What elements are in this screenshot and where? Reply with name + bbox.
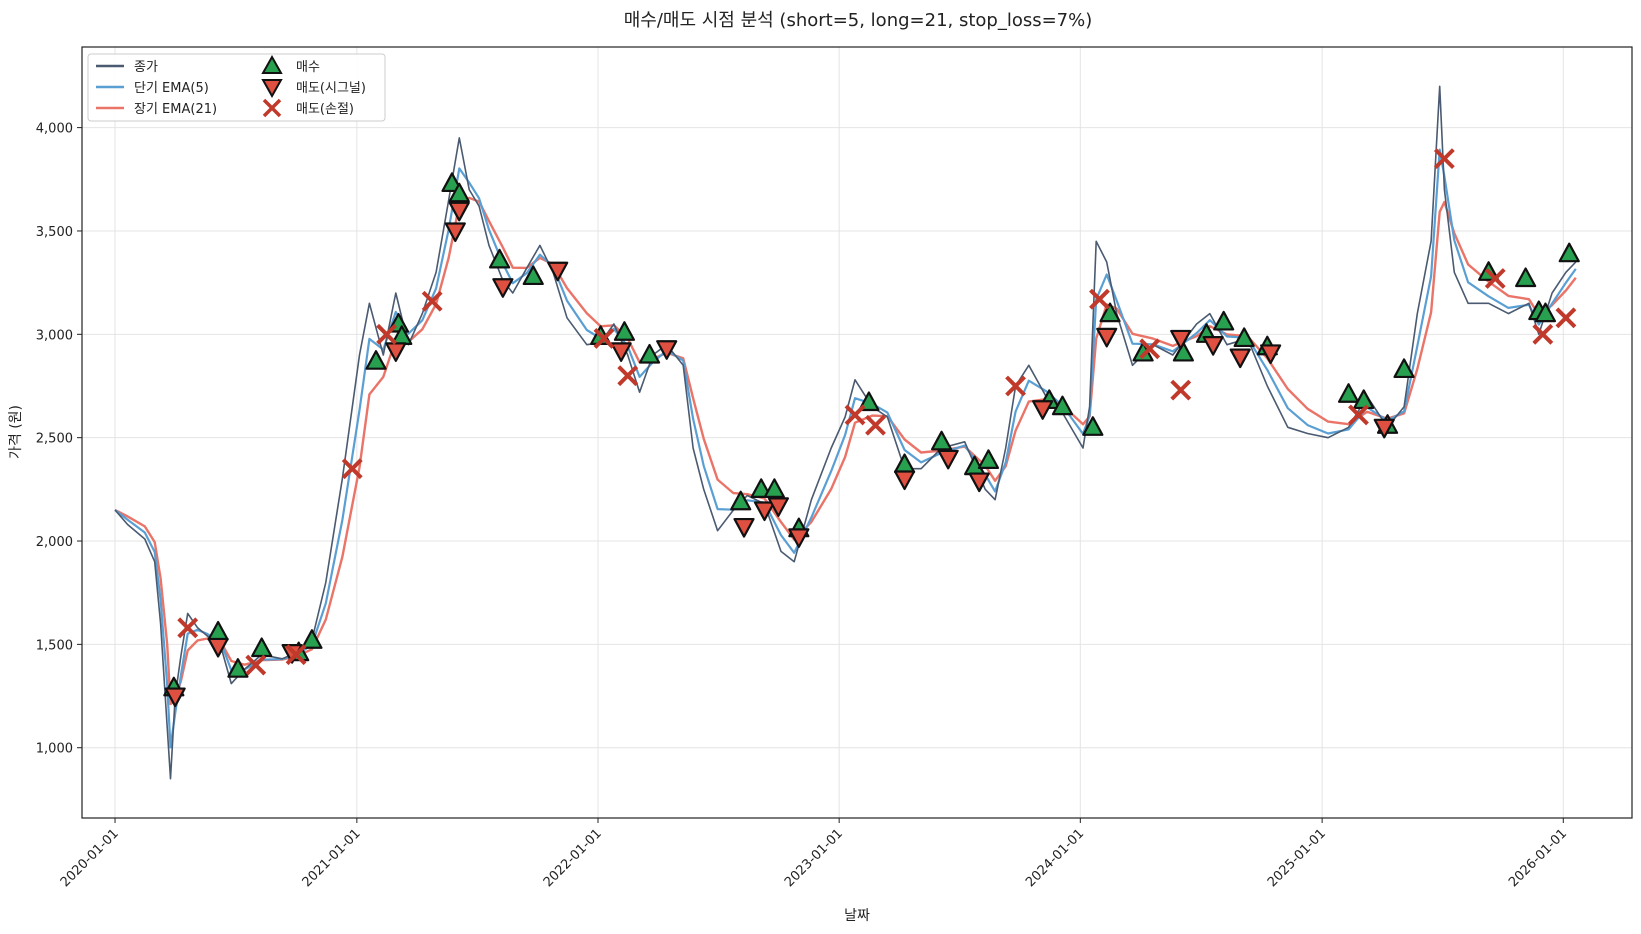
buy-marker [1051,395,1074,416]
y-tick-label: 4,000 [36,122,73,137]
sell-signal-marker [1032,400,1054,420]
legend-label: 매도(손절) [296,102,354,117]
sell-signal-marker [385,342,407,362]
sell-stoploss-marker [285,644,307,666]
sell-signal-marker [164,687,186,708]
sell-signal-marker [547,261,569,282]
legend-label: 매수 [296,60,320,75]
sell-stoploss-marker [865,414,886,436]
buy-marker [1558,242,1580,263]
buy-marker [1337,383,1360,403]
buy-marker [977,449,1000,470]
sell-signal-marker [788,528,810,548]
sell-signal-marker [1096,327,1118,348]
sell-stoploss-marker [1532,323,1554,345]
buy-marker [1393,358,1415,379]
sell-signal-marker [733,517,755,538]
sell-signal-marker [1260,344,1282,365]
sell-stoploss-marker [1089,288,1110,310]
sell-stoploss-marker [844,404,866,426]
sell-stoploss-marker [617,365,639,387]
sell-signal-marker [1202,336,1224,356]
buy-marker [858,391,880,412]
buy-marker [763,478,786,498]
y-tick-label: 2,500 [36,432,73,447]
y-tick-label: 1,000 [36,742,73,757]
sell-signal-marker [968,472,990,493]
sell-stoploss-marker [376,323,397,345]
sell-stoploss-marker [421,290,443,312]
legend-swatch [261,54,283,74]
buy-marker [1233,327,1255,348]
y-tick-label: 1,500 [36,638,73,653]
sell-signal-marker [444,222,466,243]
legend-swatch [262,98,282,118]
buy-marker [522,265,544,286]
buy-marker [930,430,953,451]
buy-marker [1515,267,1537,288]
legend-box [87,53,386,122]
marker-layer [163,148,1580,708]
sell-signal-marker [753,501,776,522]
buy-marker [1082,416,1104,436]
sell-stoploss-marker [1005,375,1026,397]
sell-signal-marker [656,340,678,360]
legend-label: 종가 [134,60,158,75]
sell-stoploss-marker [1348,404,1369,426]
legend-label: 장기 EMA(21) [134,102,217,117]
buy-marker [613,321,636,341]
sell-stoploss-marker [341,458,363,480]
legend-label: 단기 EMA(5) [134,81,209,96]
sell-signal-marker [207,637,229,658]
x-axis-label: 날짜 [844,908,870,924]
buy-marker [1213,310,1235,331]
plot-frame [81,46,1633,819]
legend-swatch [261,79,283,99]
sell-stoploss-marker [1170,379,1192,401]
sell-signal-marker [610,342,632,362]
sell-signal-marker [448,201,470,222]
sell-signal-marker [937,449,959,470]
sell-stoploss-marker [177,617,199,639]
sell-signal-marker [492,278,514,298]
buy-marker [227,658,249,678]
sell-signal-marker [1229,348,1251,369]
buy-marker [1534,302,1557,323]
sell-stoploss-marker [593,328,615,349]
sell-stoploss-marker [1555,307,1577,329]
sell-signal-marker [1170,329,1192,350]
y-tick-label: 2,000 [36,535,73,550]
buy-marker [730,490,752,511]
buy-marker [365,350,387,370]
sell-signal-marker [893,470,916,491]
buy-marker [750,478,772,498]
sell-signal-marker [1373,418,1395,439]
buy-marker [488,248,511,269]
sell-stoploss-marker [1433,148,1455,170]
sell-stoploss-marker [1139,338,1161,360]
buy-marker [1099,302,1121,323]
sell-stoploss-marker [245,654,267,676]
buy-marker [251,637,273,658]
buy-marker [1172,341,1194,362]
buy-marker [638,343,661,364]
y-tick-label: 3,000 [36,328,73,343]
y-tick-label: 3,500 [36,225,73,240]
legend-label: 매도(시그널) [296,81,366,96]
sell-stoploss-marker [1484,268,1506,289]
chart-title: 매수/매도 시점 분석 (short=5, long=21, stop_loss… [624,10,1093,31]
sell-signal-marker [767,497,789,517]
grid-layer [82,47,1632,818]
buy-marker [301,629,323,649]
buy-marker [448,182,470,203]
y-axis-label: 가격 (원) [8,405,24,459]
